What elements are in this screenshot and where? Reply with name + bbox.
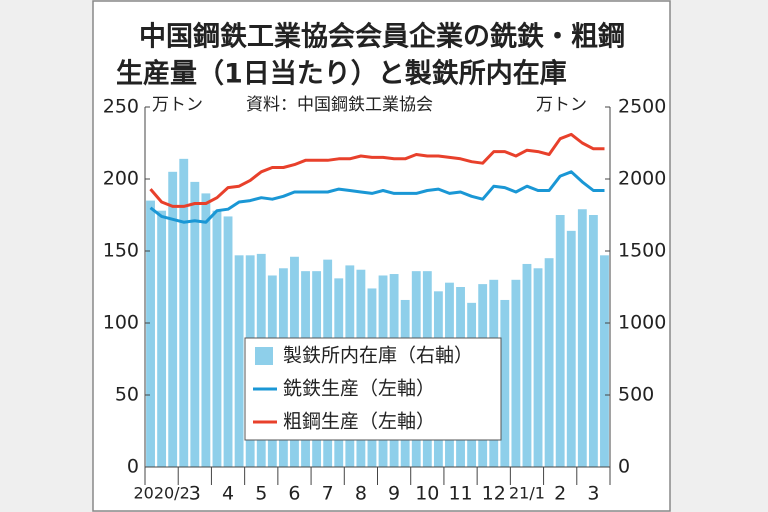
bar: [201, 193, 211, 467]
legend-label: 銑鉄生産（左軸）: [283, 378, 435, 400]
x-tick-label: 3: [189, 483, 201, 505]
x-tick-label: 2: [554, 483, 566, 505]
x-tick-label: 4: [222, 483, 234, 505]
bar: [533, 268, 543, 467]
x-tick-label: 12: [482, 483, 506, 505]
y-axis-label: 万トン: [152, 95, 203, 115]
bar: [511, 279, 521, 467]
legend-box: [244, 337, 502, 441]
bar: [588, 215, 598, 467]
bar: [146, 200, 155, 467]
x-tick-label: 10: [415, 483, 439, 505]
legend: 製鉄所内在庫（右軸） 銑鉄生産（左軸） 粗鋼生産（左軸）: [244, 337, 502, 441]
x-tick-label: 9: [388, 483, 400, 505]
source: 資料：中国鋼鉄工業協会: [246, 95, 433, 115]
bar: [179, 158, 189, 467]
bar: [566, 230, 576, 467]
y2-tick-label: 1500: [618, 240, 666, 262]
bar: [212, 210, 222, 467]
bar: [234, 255, 244, 467]
x-tick-label: 6: [288, 483, 300, 505]
bar: [555, 215, 565, 467]
y-tick-label: 150: [103, 240, 139, 262]
chart-title: 生産量（1日当たり）と製鉄所内在庫: [116, 58, 567, 90]
legend-label: 粗鋼生産（左軸）: [283, 411, 435, 433]
x-tick-label: 11: [448, 483, 472, 505]
x-tick-label: 3: [587, 483, 599, 505]
y2-tick-label: 1000: [618, 312, 666, 334]
legend-swatch: [255, 347, 273, 365]
bar: [577, 209, 587, 468]
bar: [190, 181, 200, 467]
bar: [522, 263, 532, 467]
y-tick-label: 200: [103, 168, 139, 190]
y-tick-label: 0: [127, 456, 139, 478]
y2-tick-label: 500: [618, 384, 654, 406]
x-tick-label: 8: [355, 483, 367, 505]
bar: [500, 299, 510, 467]
chart-title: 中国鋼鉄工業協会会員企業の銑鉄・粗鋼: [139, 21, 625, 53]
bar: [168, 171, 178, 468]
x-tick-label: 7: [322, 483, 334, 505]
y-tick-label: 250: [103, 96, 139, 118]
x-tick-label: 5: [255, 483, 267, 505]
y-tick-label: 50: [115, 384, 139, 406]
line: [149, 132, 605, 208]
y2-tick-label: 2000: [618, 168, 666, 190]
legend-label: 製鉄所内在庫（右軸）: [283, 345, 473, 367]
y2-axis-label: 万トン: [536, 95, 587, 115]
x-tick-label: 2020/2: [133, 484, 189, 503]
x-tick-label: 21/1: [509, 484, 545, 503]
bar: [600, 255, 609, 467]
bar: [223, 216, 233, 467]
y2-tick-label: 2500: [618, 96, 666, 118]
y-tick-label: 100: [103, 312, 139, 334]
bar: [157, 210, 167, 467]
y2-tick-label: 0: [618, 456, 630, 478]
bar: [544, 258, 554, 467]
line: [149, 170, 605, 224]
